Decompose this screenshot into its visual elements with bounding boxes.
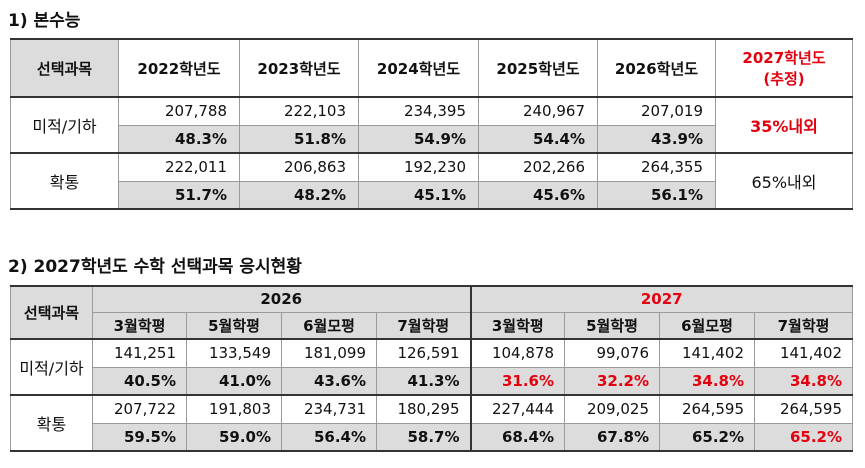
cell-count: 264,595 <box>754 394 853 424</box>
cell-percent: 59.0% <box>186 422 282 452</box>
cell-percent: 56.4% <box>281 422 377 452</box>
header-2025: 2025학년도 <box>478 38 598 98</box>
cell-count: 104,878 <box>470 338 565 368</box>
header-year-2027: 2027 <box>470 285 853 313</box>
header-2024: 2024학년도 <box>358 38 479 98</box>
header-month: 6월모평 <box>659 311 755 340</box>
cell-percent: 56.1% <box>597 180 716 210</box>
header-2027-label: 2027학년도 <box>742 49 826 67</box>
header-month: 7월학평 <box>754 311 853 340</box>
cell-count: 191,803 <box>186 394 282 424</box>
cell-percent: 68.4% <box>470 422 565 452</box>
cell-count: 234,731 <box>281 394 377 424</box>
cell-count: 133,549 <box>186 338 282 368</box>
cell-percent: 34.8% <box>754 366 853 396</box>
table-row: 확통 222,011 206,863 192,230 202,266 264,3… <box>10 152 853 210</box>
cell-percent: 59.5% <box>92 422 187 452</box>
table-row: 미적/기하 141,251 133,549 181,099 126,591 10… <box>10 338 853 396</box>
cell-count: 141,402 <box>754 338 853 368</box>
cell-count: 99,076 <box>564 338 660 368</box>
cell-percent: 40.5% <box>92 366 187 396</box>
cell-percent: 32.2% <box>564 366 660 396</box>
cell-percent: 31.6% <box>470 366 565 396</box>
header-month: 5월학평 <box>186 311 282 340</box>
header-month: 6월모평 <box>281 311 377 340</box>
cell-count: 207,019 <box>597 96 716 126</box>
header-month: 3월학평 <box>92 311 187 340</box>
cell-count: 141,402 <box>659 338 755 368</box>
cell-percent: 51.8% <box>239 124 359 154</box>
header-2022: 2022학년도 <box>118 38 240 98</box>
table-row: 59.5% 59.0% 56.4% 58.7% 68.4% 67.8% 65.2… <box>11 422 853 452</box>
estimate-probability: 65%내외 <box>715 152 853 210</box>
cell-percent: 48.3% <box>118 124 240 154</box>
header-year-2026: 2026 <box>92 285 472 313</box>
cell-count: 192,230 <box>358 152 479 182</box>
section1-heading: 1) 본수능 <box>8 11 81 31</box>
header-subject: 선택과목 <box>10 285 93 340</box>
cell-percent: 54.4% <box>478 124 598 154</box>
table-row: 40.5% 41.0% 43.6% 41.3% 31.6% 32.2% 34.8… <box>11 366 853 396</box>
table-row: 미적/기하 207,788 222,103 234,395 240,967 20… <box>10 96 853 154</box>
table-header-row: 선택과목 2022학년도 2023학년도 2024학년도 2025학년도 202… <box>10 38 853 98</box>
cell-count: 222,103 <box>239 96 359 126</box>
cell-count: 227,444 <box>470 394 565 424</box>
cell-percent: 54.9% <box>358 124 479 154</box>
estimate-calculus: 35%내외 <box>715 96 853 154</box>
cell-percent: 43.6% <box>281 366 377 396</box>
cell-percent: 58.7% <box>376 422 472 452</box>
cell-count: 206,863 <box>239 152 359 182</box>
table-row: 48.3% 51.8% 54.9% 54.4% 43.9% <box>11 124 853 154</box>
cell-count: 264,355 <box>597 152 716 182</box>
header-2023: 2023학년도 <box>239 38 359 98</box>
cell-count: 126,591 <box>376 338 472 368</box>
cell-count: 209,025 <box>564 394 660 424</box>
header-month: 7월학평 <box>376 311 472 340</box>
month-header-row: 3월학평 5월학평 6월모평 7월학평 3월학평 5월학평 6월모평 7월학평 <box>10 311 853 340</box>
cell-percent: 41.0% <box>186 366 282 396</box>
cell-count: 234,395 <box>358 96 479 126</box>
row-label-probability: 확통 <box>10 152 119 210</box>
cell-percent: 34.8% <box>659 366 755 396</box>
cell-percent: 51.7% <box>118 180 240 210</box>
section2-heading: 2) 2027학년도 수학 선택과목 응시현황 <box>8 257 302 277</box>
row-label-probability: 확통 <box>10 394 93 452</box>
suneung-table: 선택과목 2022학년도 2023학년도 2024학년도 2025학년도 202… <box>10 38 853 210</box>
header-month: 3월학평 <box>470 311 565 340</box>
cell-count: 207,788 <box>118 96 240 126</box>
table-row: 51.7% 48.2% 45.1% 45.6% 56.1% <box>11 180 853 210</box>
cell-percent: 45.6% <box>478 180 598 210</box>
cell-percent: 41.3% <box>376 366 472 396</box>
mock-exam-table: 선택과목 2026 2027 3월학평 5월학평 6월모평 7월학평 3월학평 … <box>10 285 853 452</box>
row-label-calculus: 미적/기하 <box>10 338 93 396</box>
header-2026: 2026학년도 <box>597 38 716 98</box>
cell-count: 141,251 <box>92 338 187 368</box>
table-row: 확통 207,722 191,803 234,731 180,295 227,4… <box>10 394 853 452</box>
header-2027-note: (추정) <box>763 70 805 88</box>
cell-percent: 43.9% <box>597 124 716 154</box>
cell-percent: 65.2% <box>659 422 755 452</box>
cell-count: 181,099 <box>281 338 377 368</box>
cell-percent: 48.2% <box>239 180 359 210</box>
year-header-row: 선택과목 2026 2027 <box>10 285 853 340</box>
cell-percent: 67.8% <box>564 422 660 452</box>
header-2027-estimate: 2027학년도 (추정) <box>715 38 853 98</box>
cell-percent: 45.1% <box>358 180 479 210</box>
cell-count: 264,595 <box>659 394 755 424</box>
header-subject: 선택과목 <box>10 38 119 98</box>
header-month: 5월학평 <box>564 311 660 340</box>
cell-count: 202,266 <box>478 152 598 182</box>
cell-count: 207,722 <box>92 394 187 424</box>
row-label-calculus: 미적/기하 <box>10 96 119 154</box>
cell-count: 222,011 <box>118 152 240 182</box>
cell-percent: 65.2% <box>754 422 853 452</box>
cell-count: 180,295 <box>376 394 472 424</box>
cell-count: 240,967 <box>478 96 598 126</box>
